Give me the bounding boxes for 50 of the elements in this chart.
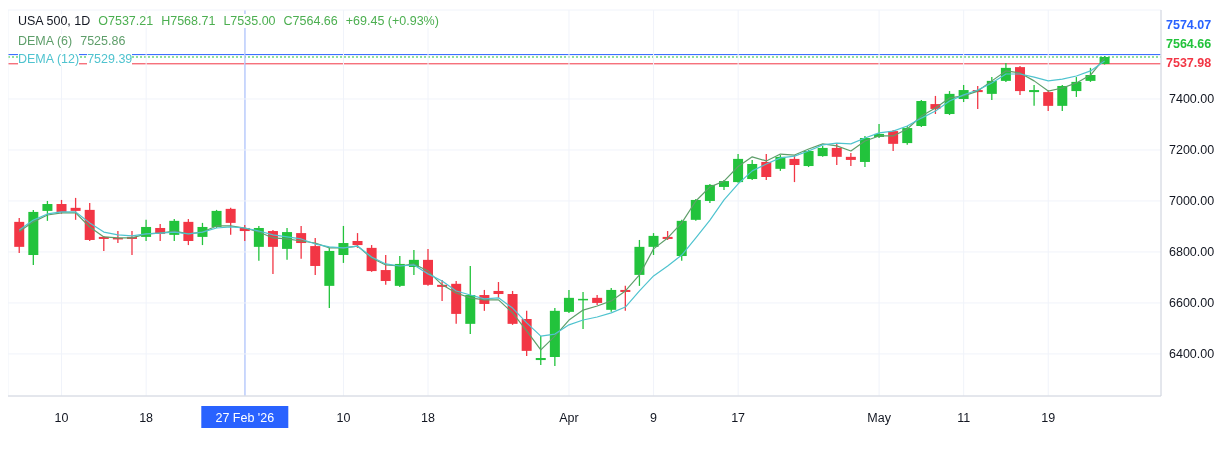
annotation: O7537.21: [98, 14, 154, 28]
candlestick: [1029, 84, 1040, 107]
candlestick: [859, 135, 870, 168]
x-tick-label: 19: [1041, 411, 1056, 425]
annotation: L7535.00: [223, 14, 276, 28]
x-tick-label: 9: [650, 411, 658, 425]
y-tick-label: 7000.00: [1169, 194, 1215, 209]
chart-title: USA 500, 1D: [18, 14, 91, 28]
candlestick: [310, 237, 321, 276]
x-tick-label: 10: [54, 411, 69, 425]
candlestick: [606, 287, 617, 313]
y-tick-label: 7200.00: [1169, 143, 1215, 158]
x-tick-label: Apr: [559, 411, 579, 425]
candlestick: [183, 218, 194, 246]
candlestick: [535, 335, 546, 366]
x-tick-label: 10: [336, 411, 351, 425]
candlestick: [831, 143, 842, 166]
annotation: +69.45 (+0.93%): [345, 14, 439, 28]
candlestick: [394, 255, 405, 288]
candlestick: [648, 232, 659, 256]
candlestick: [225, 207, 236, 236]
candlestick: [42, 200, 53, 222]
ref-line-label: 7537.98: [1165, 54, 1213, 71]
candlestick: [563, 289, 574, 314]
candlestick: [761, 153, 772, 181]
candlestick: [380, 254, 391, 286]
annotation: 7525.86: [80, 34, 126, 48]
y-tick-label: 7400.00: [1169, 92, 1215, 107]
candlestick: [1057, 84, 1068, 112]
candlestick: [902, 125, 913, 146]
annotation: 7529.39: [87, 52, 133, 66]
x-tick-label: 17: [731, 411, 746, 425]
candlestick: [690, 198, 701, 222]
ref-line-label: 7574.07: [1165, 16, 1213, 33]
x-tick-label: 18: [421, 411, 436, 425]
ref-line-label: 7564.66: [1165, 35, 1213, 52]
x-tick-label: 11: [957, 411, 971, 425]
y-tick-label: 6800.00: [1169, 245, 1215, 260]
text: DEMA (6): [18, 34, 73, 48]
x-tick-label: 18: [139, 411, 154, 425]
candlestick: [789, 154, 800, 183]
x-tick-label: 27 Feb '26: [215, 411, 275, 425]
text: DEMA (12): [18, 52, 80, 66]
annotation: H7568.71: [161, 14, 216, 28]
y-tick-label: 6400.00: [1169, 347, 1215, 362]
annotation: C7564.66: [283, 14, 338, 28]
y-tick-label: 6600.00: [1169, 296, 1215, 311]
x-tick-label: May: [867, 411, 892, 425]
candlestick: [845, 152, 856, 167]
candlestick: [1015, 65, 1025, 96]
